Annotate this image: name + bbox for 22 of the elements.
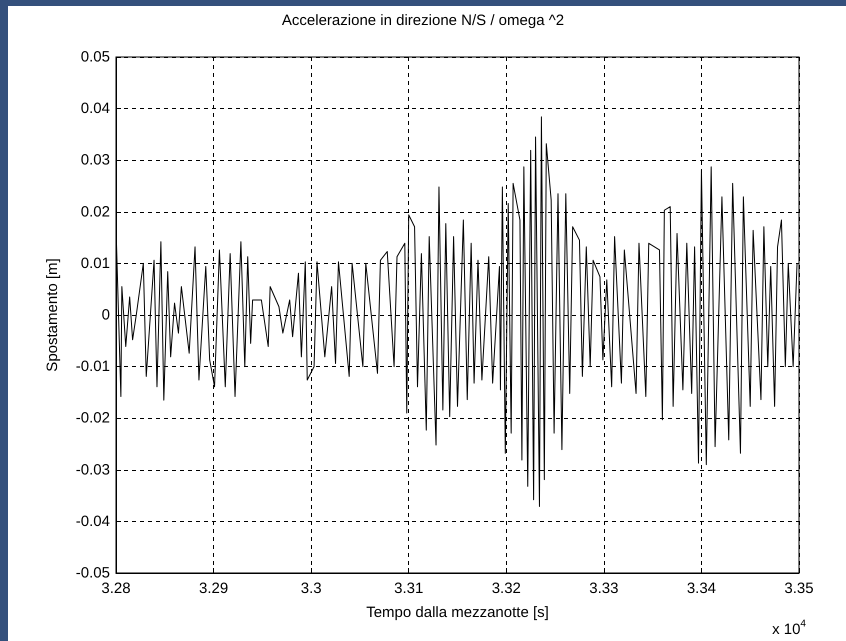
y-tick-label: -0.03 <box>76 461 110 478</box>
y-tick-label: -0.01 <box>76 358 110 376</box>
x-tick-label: 3.35 <box>784 580 814 597</box>
x-tick-label: 3.31 <box>394 580 424 597</box>
y-tick-label: 0.05 <box>80 48 110 66</box>
y-axis-title: Spostamento [m] <box>44 258 61 372</box>
y-tick-label: 0.01 <box>80 254 110 272</box>
chart-title: Accelerazione in direzione N/S / omega ^2 <box>282 12 564 29</box>
x-axis-title: Tempo dalla mezzanotte [s] <box>366 604 549 621</box>
x-tick-label: 3.32 <box>492 580 521 597</box>
y-tick-label: 0.03 <box>80 152 110 169</box>
x-tick-label: 3.34 <box>686 580 716 597</box>
x-tick-label: 3.33 <box>589 580 618 597</box>
x-tick-label: 3.3 <box>300 580 322 597</box>
x-tick-label: 3.29 <box>198 580 228 597</box>
y-tick-label: -0.02 <box>76 410 110 427</box>
y-tick-label: 0.04 <box>80 100 110 118</box>
y-tick-label: 0.02 <box>80 203 110 220</box>
x-tick-label: 3.28 <box>101 580 131 597</box>
y-tick-label: 0 <box>102 306 110 324</box>
y-tick-label: -0.04 <box>76 512 110 530</box>
y-tick-label: -0.05 <box>76 564 110 582</box>
